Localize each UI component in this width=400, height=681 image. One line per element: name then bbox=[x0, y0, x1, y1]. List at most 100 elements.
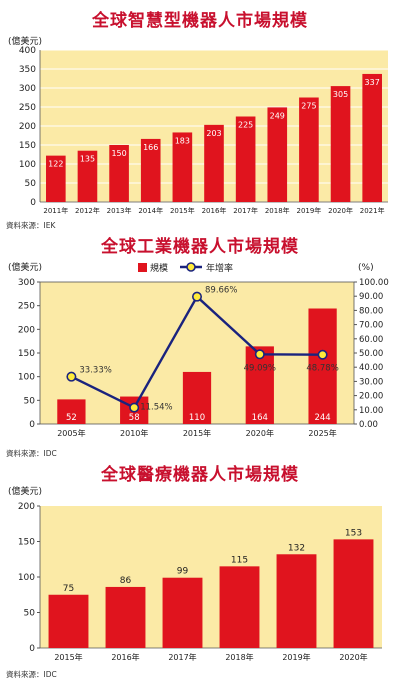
x-tick-label: 2017年 bbox=[168, 652, 196, 662]
bar-value-label: 305 bbox=[333, 90, 348, 99]
legend-bar-swatch bbox=[138, 263, 147, 272]
bar-value-label: 86 bbox=[120, 576, 132, 586]
y-tick-label: 100 bbox=[18, 573, 35, 583]
x-tick-label: 2021年 bbox=[360, 206, 385, 215]
x-tick-label: 2011年 bbox=[43, 206, 68, 215]
bar-value-label: 75 bbox=[63, 584, 74, 594]
x-tick-label: 2012年 bbox=[75, 206, 100, 215]
bar bbox=[182, 371, 212, 424]
chart2-industrial-robot-market: 0 50 100 150 200 250 300 0.00 10.00 20.00 30.00 40.… bbox=[8, 261, 389, 438]
x-tick-label: 2010年 bbox=[120, 428, 148, 438]
y-tick-label: 50 bbox=[24, 609, 36, 619]
y-tick-label: 250 bbox=[19, 103, 36, 113]
bar-value-label: 135 bbox=[80, 155, 95, 164]
bar-value-label: 164 bbox=[252, 413, 268, 423]
bar bbox=[172, 132, 193, 202]
x-tick-label: 2020年 bbox=[339, 652, 367, 662]
bar bbox=[330, 86, 351, 202]
y-tick-label: 50 bbox=[24, 396, 36, 406]
y-tick-label: 400 bbox=[19, 46, 36, 56]
x-tick-label: 2016年 bbox=[202, 206, 227, 215]
chart3-title: 全球醫療機器人市場規模 bbox=[101, 465, 299, 485]
y-right-tick-label: 30.00 bbox=[359, 377, 383, 387]
y-axis-title: (億美元) bbox=[8, 261, 42, 273]
legend-bar-label: 規模 bbox=[150, 263, 168, 274]
bar bbox=[77, 150, 98, 202]
y-right-tick-label: 100.00 bbox=[359, 278, 389, 288]
bar-value-label: 58 bbox=[129, 413, 140, 423]
bar-value-label: 337 bbox=[365, 78, 380, 87]
y-tick-label: 150 bbox=[19, 141, 36, 151]
bar-value-label: 153 bbox=[345, 528, 362, 538]
plot-area bbox=[40, 506, 382, 648]
bar-value-label: 183 bbox=[175, 136, 190, 145]
y-right-tick-label: 10.00 bbox=[359, 406, 383, 416]
bar-value-label: 122 bbox=[48, 160, 63, 169]
y-right-tick-label: 90.00 bbox=[359, 292, 383, 302]
bar-value-label: 166 bbox=[143, 143, 158, 152]
y-tick-label: 0 bbox=[29, 644, 35, 654]
bar-value-label: 249 bbox=[270, 111, 285, 120]
bar bbox=[219, 566, 260, 648]
y-right-tick-label: 80.00 bbox=[359, 306, 383, 316]
bar bbox=[276, 554, 317, 648]
y-tick-label: 200 bbox=[18, 325, 35, 335]
y-tick-label: 50 bbox=[25, 179, 37, 189]
bar bbox=[267, 107, 288, 202]
y-right-axis-title: (%) bbox=[358, 263, 374, 273]
chart3-medical-robot-market: 0 50 100 150 200 (億美元) 75 2015年 86 2016年 99 2017年 11… bbox=[8, 485, 382, 662]
y-tick-label: 150 bbox=[18, 538, 35, 548]
y-tick-label: 350 bbox=[19, 65, 36, 75]
bar-value-label: 203 bbox=[206, 129, 221, 138]
bar bbox=[333, 539, 374, 648]
y-right-tick-label: 20.00 bbox=[359, 392, 383, 402]
x-tick-label: 2005年 bbox=[57, 428, 85, 438]
growth-rate-label: 11.54% bbox=[140, 403, 172, 413]
legend-line-label: 年增率 bbox=[206, 262, 233, 274]
bar bbox=[362, 73, 382, 202]
x-tick-label: 2018年 bbox=[265, 206, 290, 215]
y-right-tick-label: 70.00 bbox=[359, 321, 383, 331]
x-tick-label: 2015年 bbox=[54, 652, 82, 662]
bar bbox=[109, 145, 129, 202]
bar-value-label: 244 bbox=[314, 413, 330, 423]
y-right-tick-label: 40.00 bbox=[359, 363, 383, 373]
y-tick-label: 100 bbox=[19, 160, 36, 170]
growth-rate-label: 49.09% bbox=[244, 363, 276, 373]
growth-rate-point bbox=[66, 371, 77, 382]
chart3-source: 資料來源：IDC bbox=[6, 670, 57, 679]
y-tick-label: 200 bbox=[18, 502, 35, 512]
y-tick-label: 100 bbox=[18, 373, 35, 383]
bar-value-label: 150 bbox=[111, 149, 126, 158]
bar-value-label: 99 bbox=[177, 567, 189, 577]
x-tick-label: 2013年 bbox=[107, 206, 132, 215]
chart1-smart-robot-market: 0 50 100 150 200 250 300 350 400(億美元) 122 2011年 135… bbox=[8, 35, 388, 215]
bar bbox=[48, 594, 89, 648]
y-tick-label: 0 bbox=[29, 420, 35, 430]
bar bbox=[204, 124, 224, 202]
x-tick-label: 2020年 bbox=[328, 206, 353, 215]
y-axis-title: (億美元) bbox=[8, 35, 42, 47]
growth-rate-point bbox=[129, 402, 140, 413]
bar bbox=[140, 138, 161, 202]
legend-line-marker bbox=[186, 262, 196, 272]
x-tick-label: 2014年 bbox=[138, 206, 163, 215]
growth-rate-point bbox=[192, 291, 203, 302]
x-tick-label: 2019年 bbox=[296, 206, 321, 215]
x-tick-label: 2015年 bbox=[170, 206, 195, 215]
bar bbox=[299, 97, 319, 202]
bar-value-label: 110 bbox=[189, 413, 205, 423]
growth-rate-point bbox=[317, 349, 328, 360]
y-right-tick-label: 60.00 bbox=[359, 335, 383, 345]
x-tick-label: 2019年 bbox=[282, 652, 310, 662]
y-tick-label: 150 bbox=[18, 349, 35, 359]
x-tick-label: 2016年 bbox=[111, 652, 139, 662]
chart2-source: 資料來源：IDC bbox=[6, 449, 57, 458]
growth-rate-label: 33.33% bbox=[79, 366, 111, 376]
y-right-tick-label: 50.00 bbox=[359, 349, 383, 359]
bar bbox=[235, 116, 256, 202]
y-tick-label: 300 bbox=[19, 84, 36, 94]
growth-rate-label: 89.66% bbox=[205, 286, 237, 296]
bar bbox=[162, 577, 203, 648]
growth-rate-point bbox=[254, 349, 265, 360]
